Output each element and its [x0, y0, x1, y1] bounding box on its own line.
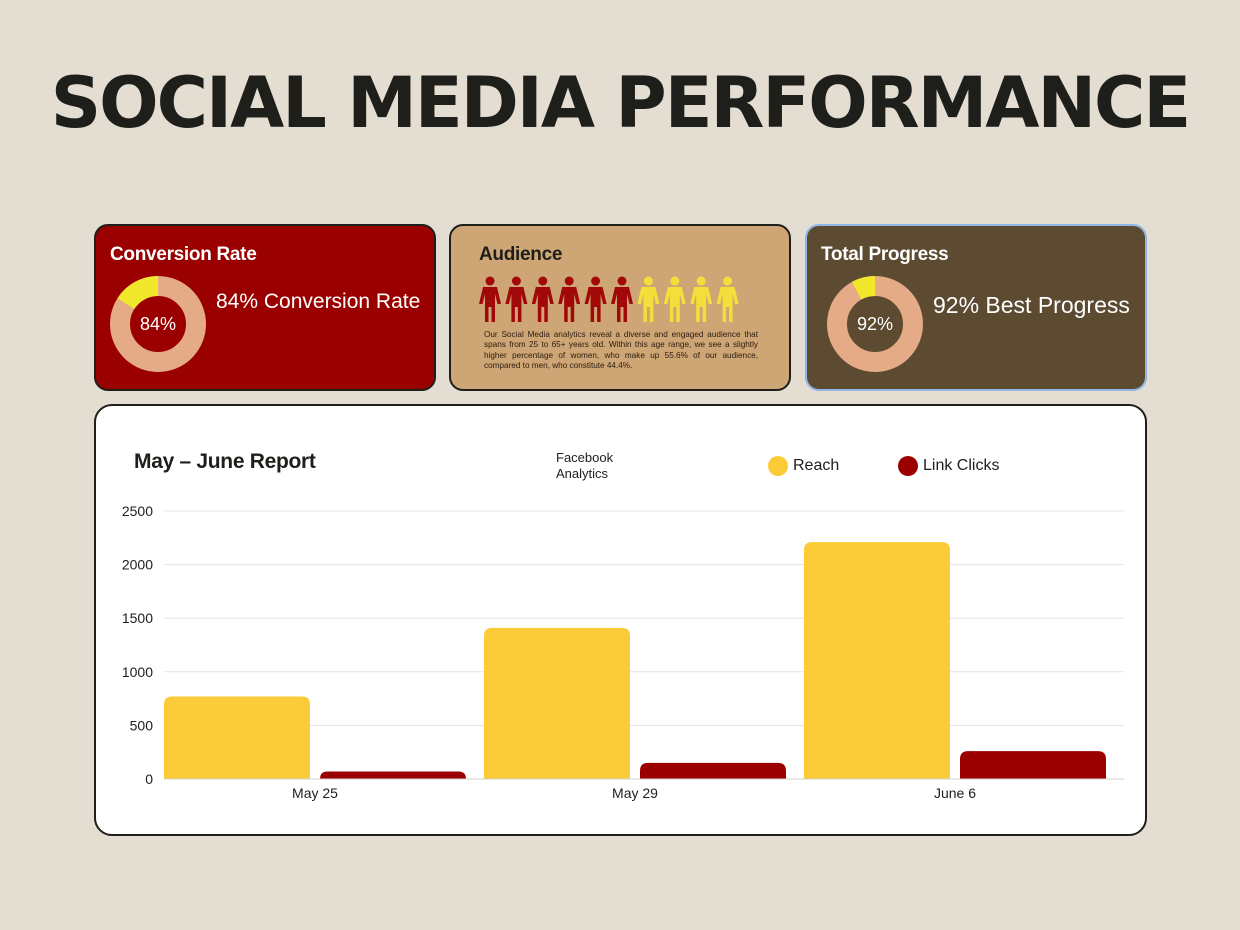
bar-link-clicks: [320, 771, 466, 779]
person-icon: [479, 276, 501, 322]
legend-link-clicks-label: Link Clicks: [923, 457, 1000, 474]
bar-reach: [484, 627, 630, 779]
bar-link-clicks: [960, 751, 1106, 779]
conversion-rate-text: 84% Conversion Rate: [216, 290, 421, 313]
person-icon: [558, 276, 581, 322]
conversion-donut: [110, 276, 206, 372]
audience-people-icons: [479, 276, 739, 322]
conversion-donut-remainder: [110, 276, 206, 372]
x-tick-label: May 29: [612, 785, 658, 801]
page-title: SOCIAL MEDIA PERFORMANCE: [50, 62, 1192, 144]
person-icon: [611, 276, 633, 322]
legend-link-clicks: Link Clicks: [898, 456, 999, 476]
x-tick-label: June 6: [934, 785, 976, 801]
audience-title: Audience: [479, 244, 563, 265]
legend-link-clicks-dot: [898, 456, 918, 476]
person-icon: [505, 276, 528, 322]
bar-reach: [164, 696, 310, 779]
conversion-donut-label: 84%: [139, 313, 177, 334]
bar-reach: [804, 542, 950, 779]
person-icon: [584, 276, 607, 322]
y-tick-label: 2000: [122, 557, 153, 573]
person-icon: [637, 276, 660, 322]
person-icon: [690, 276, 713, 322]
chart-subtitle: Facebook Analytics: [556, 450, 614, 481]
report-chart-panel: 0 500 1000 1500 2000 2500 May 25 May 29 June 6 M…: [94, 404, 1147, 836]
chart-title: May – June Report: [134, 450, 316, 473]
y-tick-label: 1000: [122, 664, 153, 680]
total-progress-card: Total Progress 92% 92% Best Progress: [805, 224, 1147, 391]
conversion-rate-card: Conversion Rate 84% 84% Conversion Rate: [94, 224, 436, 391]
total-progress-title: Total Progress: [821, 244, 949, 265]
total-progress-text: 92% Best Progress: [933, 292, 1130, 318]
y-tick-label: 1500: [122, 610, 153, 626]
audience-card: Audience Our Social Media analytics reve…: [449, 224, 791, 391]
person-icon: [663, 276, 686, 322]
progress-donut-remainder: [827, 276, 923, 372]
legend-reach-dot: [768, 456, 788, 476]
y-tick-label: 0: [145, 771, 153, 787]
y-tick-label: 2500: [122, 503, 153, 519]
bar-link-clicks: [640, 762, 786, 779]
x-tick-label: May 25: [292, 785, 338, 801]
progress-donut-label: 92%: [856, 313, 894, 334]
y-tick-label: 500: [130, 717, 154, 733]
legend-reach-label: Reach: [793, 457, 840, 474]
progress-donut: [827, 276, 923, 372]
person-icon: [716, 276, 739, 322]
legend-reach: Reach: [768, 456, 839, 476]
person-icon: [531, 276, 554, 322]
conversion-rate-title: Conversion Rate: [110, 244, 257, 265]
audience-description: Our Social Media analytics reveal a dive…: [484, 330, 758, 371]
bar-chart: 0 500 1000 1500 2000 2500 May 25 May 29 June 6: [122, 503, 1124, 801]
